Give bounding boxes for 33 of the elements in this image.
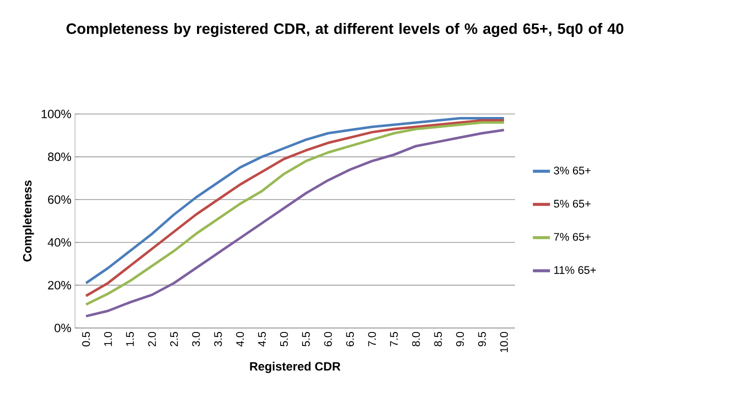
y-tick-label: 60% [48, 195, 72, 204]
x-tick-label: 8.5 [434, 332, 442, 346]
x-tick-label: 9.0 [456, 332, 464, 346]
x-tick-label: 3.0 [192, 332, 200, 346]
x-tick-label: 1.5 [126, 332, 134, 346]
x-tick-label: 0.5 [82, 332, 90, 346]
x-tick-label: 3.5 [214, 332, 222, 346]
x-tick-label: 6.5 [346, 332, 354, 346]
x-axis-title: Registered CDR [250, 362, 340, 374]
y-tick-label: 40% [48, 238, 72, 247]
chart-title: Completeness by registered CDR, at different levels of % aged 65+, 5q0 of 40 [66, 22, 624, 38]
x-tick-label: 1.0 [104, 332, 112, 346]
legend-label: 11% 65+ [554, 266, 596, 274]
y-tick-label: 100% [42, 110, 72, 118]
x-tick-label: 4.0 [236, 332, 244, 347]
legend-label: 3% 65+ [554, 166, 591, 174]
y-tick-label: 80% [48, 152, 72, 162]
x-tick-label: 4.5 [258, 332, 266, 347]
y-axis-title: Completeness [22, 180, 34, 262]
x-tick-label: 8.0 [412, 332, 420, 346]
x-tick-label: 7.5 [390, 332, 398, 346]
x-tick-label: 5.5 [302, 332, 310, 346]
y-tick-label: 0% [54, 324, 72, 332]
legend-label: 5% 65+ [554, 200, 591, 208]
x-tick-label: 2.5 [170, 332, 178, 346]
x-tick-label: 9.5 [478, 332, 486, 346]
x-tick-label: 2.0 [148, 332, 156, 346]
x-tick-label: 5.0 [280, 332, 288, 346]
y-tick-label: 20% [48, 280, 72, 290]
x-tick-label: 6.0 [324, 332, 332, 346]
legend-label: 7% 65+ [554, 233, 591, 241]
x-tick-label: 10.0 [500, 332, 508, 352]
x-tick-label: 7.0 [368, 332, 376, 346]
